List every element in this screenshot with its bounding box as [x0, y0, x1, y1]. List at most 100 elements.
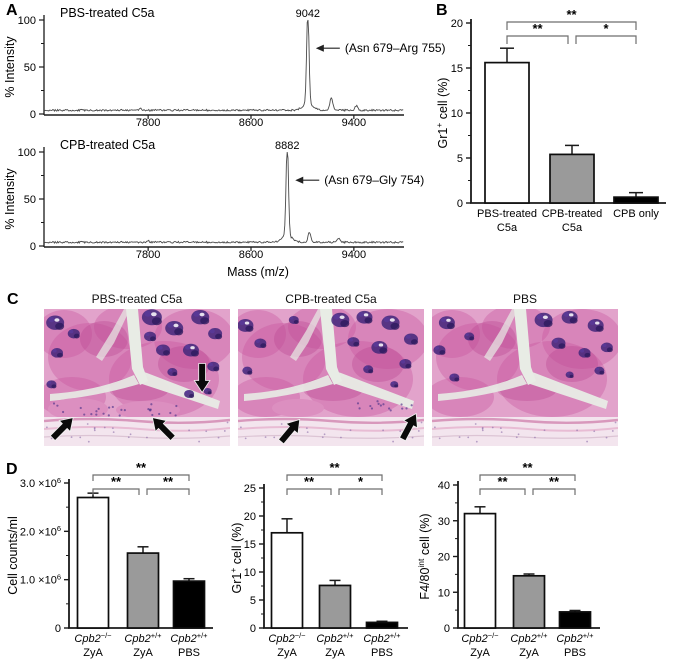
spectrum-cpb-chart: 0 50 100 7800 8600 9400 CPB-treated C5a 8882 (As…	[3, 138, 424, 279]
svg-text:9400: 9400	[342, 117, 366, 129]
histology-image-pbs-treated-c5a	[36, 305, 234, 446]
svg-text:15: 15	[451, 63, 463, 75]
bar-2	[558, 611, 592, 629]
sig-bracket	[575, 35, 637, 44]
svg-text:20: 20	[451, 18, 463, 30]
svg-text:1.0 ×106: 1.0 ×106	[20, 572, 61, 586]
svg-text:0: 0	[55, 623, 61, 635]
x-axis-label: Mass (m/z)	[227, 265, 289, 279]
sig-bracket	[286, 488, 332, 495]
sig-bracket	[146, 488, 190, 495]
y-axis-label: Cell counts/ml	[6, 516, 20, 595]
svg-text:0: 0	[30, 109, 36, 121]
pointer-arrow-icon	[49, 417, 74, 442]
category-label: C5a	[497, 222, 518, 234]
svg-text:0: 0	[457, 198, 463, 210]
svg-text:0: 0	[444, 623, 450, 635]
y-axis-label: F4/80int cell (%)	[416, 513, 432, 599]
sig-bracket	[479, 488, 526, 495]
svg-text:10: 10	[451, 108, 463, 120]
svg-text:10: 10	[244, 567, 256, 579]
histology-art-1	[36, 305, 234, 446]
sig-bracket	[286, 474, 383, 481]
svg-text:20: 20	[244, 511, 256, 523]
sig-stars: **	[497, 474, 508, 489]
category-label: Cpb2−/−	[461, 631, 499, 645]
spectrum-pbs-chart: 0 50 100 7800 8600 9400 PBS-treated C5a 9042 (As…	[3, 6, 446, 129]
category-label: Cpb2−/−	[268, 631, 306, 645]
svg-text:15: 15	[244, 539, 256, 551]
category-label: Cpb2+/+	[124, 631, 162, 645]
category-label: Cpb2+/+	[363, 631, 401, 645]
svg-text:100: 100	[18, 147, 36, 159]
bar-1	[318, 584, 352, 629]
spectrum-title: CPB-treated C5a	[60, 138, 155, 152]
category-label: PBS-treated	[477, 208, 537, 220]
gr1-zya-chart: 0 5 10 15 20 25 Cpb2−/− ZyA Cpb2+/+ ZyA Cpb2+/+ PBS…	[228, 460, 408, 659]
svg-text:0: 0	[30, 241, 36, 253]
sig-bracket	[506, 35, 569, 44]
category-label: ZyA	[83, 647, 103, 659]
sig-stars: *	[358, 474, 364, 489]
svg-text:5: 5	[250, 595, 256, 607]
bar-0	[484, 61, 530, 204]
category-label: ZyA	[277, 647, 297, 659]
category-label: CPB only	[613, 208, 659, 220]
peak-mass-label: 9042	[296, 8, 320, 20]
pointer-arrow-icon	[193, 363, 211, 394]
bar-0	[270, 531, 304, 629]
sig-stars: **	[136, 460, 147, 475]
sig-stars: **	[549, 474, 560, 489]
panel-a-label: A	[6, 2, 18, 19]
bar-1	[126, 552, 160, 629]
svg-text:25: 25	[244, 483, 256, 495]
sig-stars: *	[603, 21, 609, 36]
svg-text:2.0 ×106: 2.0 ×106	[20, 524, 61, 538]
bar-2	[613, 196, 659, 204]
svg-text:0: 0	[250, 623, 256, 635]
svg-text:10: 10	[438, 587, 450, 599]
category-label: PBS	[564, 647, 586, 659]
category-label: PBS	[371, 647, 393, 659]
category-label: Cpb2−/−	[74, 631, 112, 645]
sig-stars: **	[163, 474, 174, 489]
category-label: ZyA	[325, 647, 345, 659]
bar-0	[76, 496, 110, 629]
f480-chart: 0 10 20 30 40 Cpb2−/− ZyA Cpb2+/+ ZyA Cpb2+/+ PBS *…	[416, 460, 600, 659]
y-axis-label: % Intensity	[3, 168, 17, 230]
annotation-arrow-icon	[295, 176, 304, 184]
histology-title-1: PBS-treated C5a	[91, 292, 183, 306]
histology-image-cpb-treated-c5a	[230, 305, 428, 446]
svg-text:50: 50	[24, 62, 36, 74]
sig-stars: **	[532, 21, 543, 36]
sig-stars: **	[111, 474, 122, 489]
svg-text:9400: 9400	[342, 249, 366, 261]
y-axis-label: Gr1+ cell (%)	[228, 523, 244, 594]
peak-annotation: (Asn 679–Arg 755)	[345, 41, 446, 55]
sig-bracket	[506, 21, 637, 30]
peak-annotation: (Asn 679–Gly 754)	[324, 173, 424, 187]
histology-art-3	[424, 305, 622, 446]
category-label: ZyA	[470, 647, 490, 659]
category-label: Cpb2+/+	[510, 631, 548, 645]
spectrum-trace	[43, 151, 404, 245]
svg-text:8600: 8600	[239, 249, 263, 261]
annotation-arrow-icon	[315, 44, 324, 52]
svg-text:3.0 ×106: 3.0 ×106	[20, 476, 61, 490]
category-label: Cpb2+/+	[556, 631, 594, 645]
pointer-arrow-icon	[277, 418, 301, 445]
bar-2	[365, 621, 399, 629]
histology-title-3: PBS	[512, 292, 537, 306]
svg-text:30: 30	[438, 516, 450, 528]
category-label: ZyA	[133, 647, 153, 659]
svg-text:7800: 7800	[136, 117, 160, 129]
pointer-arrow-icon	[151, 417, 176, 442]
svg-text:20: 20	[438, 552, 450, 564]
bar-0	[463, 512, 497, 629]
sig-bracket	[92, 488, 140, 495]
gr1-c5a-chart: 0 5 10 15 20 PBS-treated C5a CPB-treated C5a CPB …	[434, 7, 666, 234]
y-axis-label: Gr1+ cell (%)	[434, 78, 450, 149]
sig-bracket	[532, 488, 576, 495]
sig-stars: **	[566, 7, 577, 22]
